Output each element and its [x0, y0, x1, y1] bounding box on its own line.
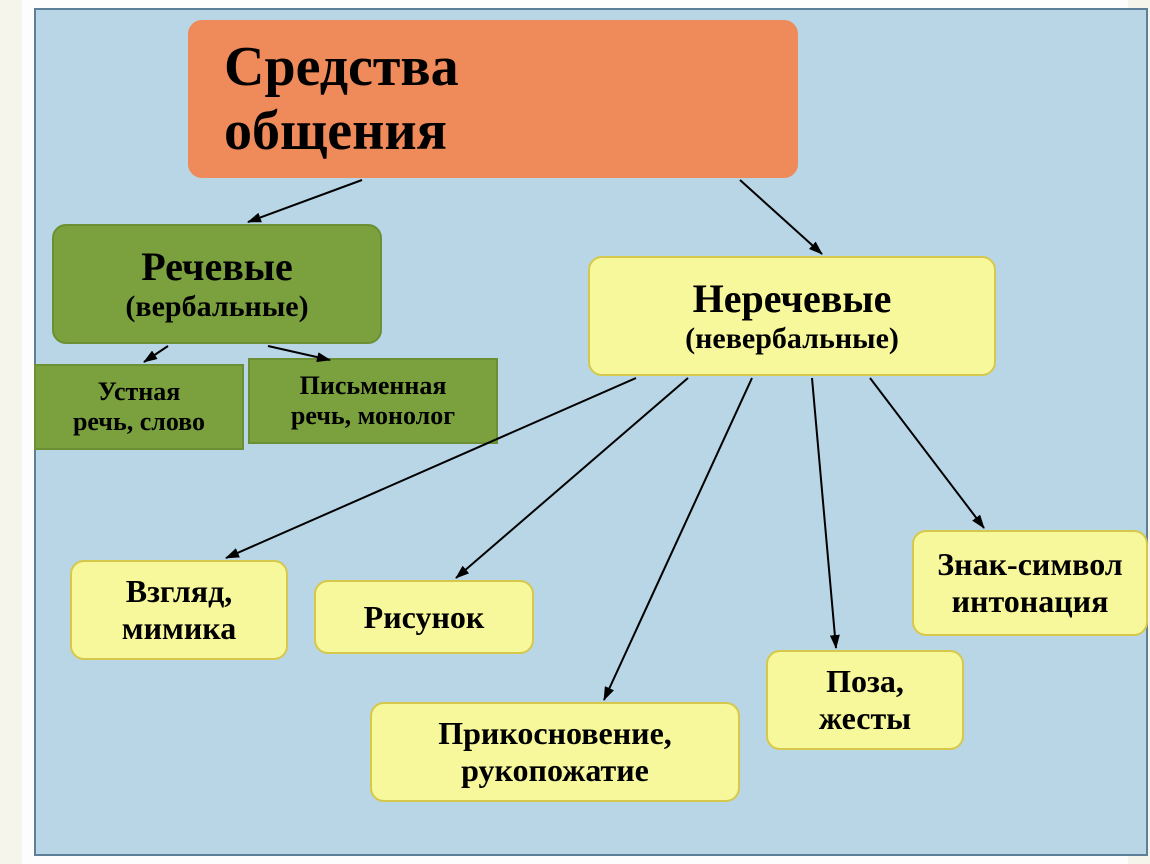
nv_drawing-line-0: Рисунок [364, 599, 485, 636]
nv_sign-line-0: Знак-символ [937, 546, 1122, 583]
diagram-canvas: Средстваобщения Речевые(вербальные) Устн… [0, 0, 1150, 864]
verbal_oral-line-0: Устная [98, 377, 181, 407]
verbal-oral-box: Устнаяречь, слово [34, 364, 244, 450]
verbal-written-box: Письменнаяречь, монолог [248, 358, 498, 444]
nonverbal-line-0: Неречевые [693, 276, 892, 322]
title-line-1: общения [224, 99, 447, 163]
nonverbal-pose-box: Поза,жесты [766, 650, 964, 750]
nonverbal-touch-box: Прикосновение,рукопожатие [370, 702, 740, 802]
left-margin-band [0, 0, 22, 864]
verbal_written-line-0: Письменная [300, 371, 447, 401]
nv_gaze-line-1: мимика [122, 610, 236, 647]
title-line-0: Средства [224, 35, 459, 99]
nv_sign-line-1: интонация [952, 583, 1109, 620]
verbal_oral-line-1: речь, слово [73, 407, 205, 437]
nv_pose-line-0: Поза, [826, 663, 904, 700]
verbal-category-box: Речевые(вербальные) [52, 224, 382, 344]
nv_gaze-line-0: Взгляд, [126, 573, 233, 610]
title-box: Средстваобщения [188, 20, 798, 178]
nonverbal-drawing-box: Рисунок [314, 580, 534, 654]
nonverbal-gaze-box: Взгляд,мимика [70, 560, 288, 660]
nonverbal-sign-box: Знак-символинтонация [912, 530, 1148, 636]
nv_pose-line-1: жесты [819, 700, 911, 737]
verbal-line-1: (вербальные) [125, 290, 308, 325]
nv_touch-line-0: Прикосновение, [438, 715, 672, 752]
verbal_written-line-1: речь, монолог [291, 401, 455, 431]
nonverbal-line-1: (невербальные) [685, 322, 899, 357]
verbal-line-0: Речевые [141, 244, 293, 290]
nonverbal-category-box: Неречевые(невербальные) [588, 256, 996, 376]
nv_touch-line-1: рукопожатие [461, 752, 649, 789]
